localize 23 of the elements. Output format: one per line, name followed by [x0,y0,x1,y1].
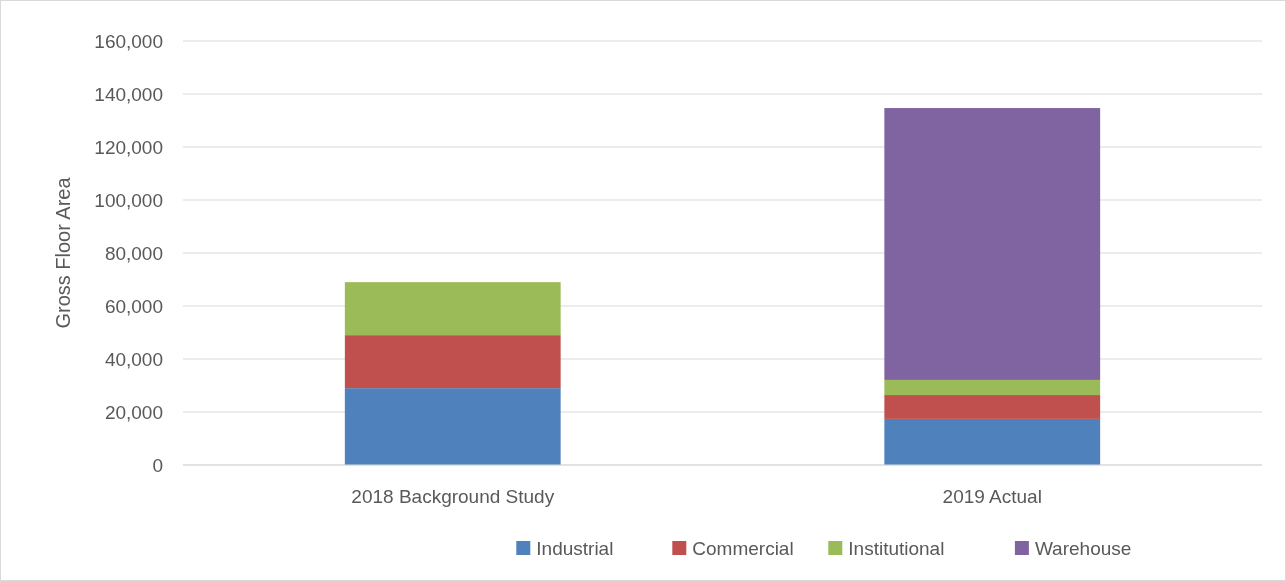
legend-label: Industrial [536,537,614,559]
y-tick-label: 100,000 [94,189,163,211]
bar [344,282,561,336]
y-tick-label: 160,000 [94,30,163,52]
legend-label: Institutional [848,537,945,559]
x-tick-label: 2018 Background Study [351,486,555,507]
bar [884,108,1101,380]
y-tick-label: 80,000 [104,242,163,264]
legend-label: Commercial [692,537,794,559]
y-tick-label: 60,000 [104,295,163,317]
y-axis-title: Gross Floor Area [52,176,74,329]
y-tick-label: 20,000 [104,401,163,423]
bar [884,418,1101,465]
y-tick-label: 120,000 [94,136,163,158]
legend-label: Warehouse [1034,537,1132,559]
bar [884,395,1101,419]
bar [884,379,1101,396]
bar [344,335,561,389]
x-tick-label: 2019 Actual [942,486,1042,507]
y-tick-label: 40,000 [104,348,163,370]
y-tick-label: 140,000 [94,83,163,105]
y-tick-label: 0 [152,454,163,476]
bar [344,388,561,465]
